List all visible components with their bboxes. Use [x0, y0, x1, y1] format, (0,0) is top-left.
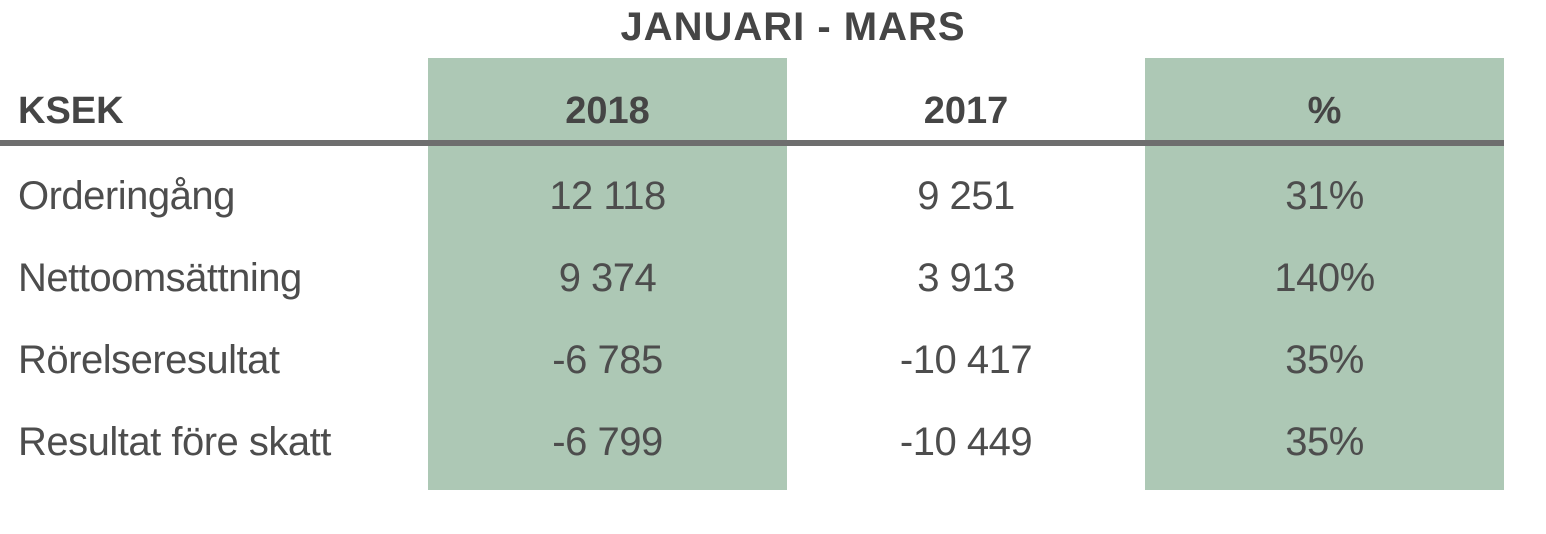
row-value-2017: 3 913: [917, 255, 1015, 300]
table-row: Resultat före skatt -6 799 -10 449 35%: [0, 416, 1546, 468]
row-value-2018: -6 799: [552, 419, 663, 464]
column-header-2018: 2018: [565, 89, 650, 132]
row-value-2018: -6 785: [552, 337, 663, 382]
column-header-percent: %: [1307, 89, 1342, 132]
row-value-2018: 9 374: [558, 255, 657, 300]
row-value-2018: 12 118: [549, 173, 666, 218]
table-title: JANUARI - MARS: [620, 4, 966, 49]
table-row: Rörelseresultat -6 785 -10 417 35%: [0, 334, 1546, 386]
column-header-2017: 2017: [923, 89, 1009, 132]
row-value-2017: -10 417: [899, 337, 1033, 382]
row-label: Resultat före skatt: [18, 419, 331, 464]
row-label: Rörelseresultat: [18, 337, 280, 382]
row-value-2017: 9 251: [917, 173, 1015, 218]
row-value-percent: 31%: [1285, 173, 1364, 218]
table-header-row: KSEK 2018 2017 %: [0, 85, 1546, 137]
highlight-column-2018: [428, 58, 787, 490]
table-row: Nettoomsättning 9 374 3 913 140%: [0, 252, 1546, 304]
row-value-2017: -10 449: [899, 419, 1033, 464]
row-value-percent: 140%: [1274, 255, 1375, 300]
header-divider-line: [0, 140, 1504, 146]
column-header-ksek: KSEK: [18, 89, 124, 132]
row-value-percent: 35%: [1285, 419, 1364, 464]
row-label: Orderingång: [18, 173, 235, 218]
table-row: Orderingång 12 118 9 251 31%: [0, 170, 1546, 222]
row-value-percent: 35%: [1285, 337, 1364, 382]
highlight-column-percent: [1145, 58, 1504, 490]
row-label: Nettoomsättning: [18, 255, 302, 300]
